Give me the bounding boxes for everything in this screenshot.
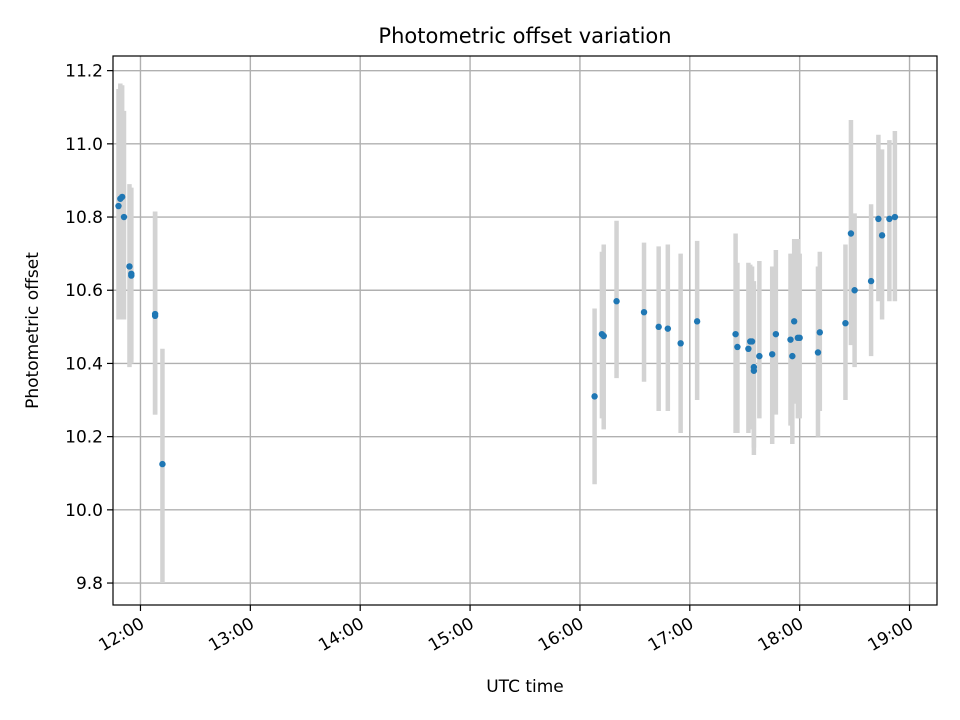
x-tick-label: 14:00 (315, 614, 367, 656)
data-point (790, 318, 798, 325)
data-point (600, 332, 607, 340)
data-point (118, 193, 126, 201)
data-point (732, 330, 739, 338)
data-point (891, 213, 899, 221)
x-tick-label: 15:00 (425, 614, 477, 656)
data-point (734, 343, 741, 351)
data-point (847, 230, 855, 237)
y-tick-label: 10.6 (65, 281, 103, 301)
data-point (787, 336, 794, 343)
data-point (851, 287, 858, 294)
data-point (748, 338, 756, 345)
data-point (867, 277, 875, 285)
data-point (120, 213, 128, 221)
y-tick-label: 10.4 (65, 354, 103, 374)
y-tick-label: 11.2 (65, 62, 103, 82)
plot-frame (112, 55, 938, 606)
x-tick-label: 18:00 (755, 614, 807, 656)
data-point (816, 329, 824, 336)
data-point (655, 323, 662, 331)
x-axis-label: UTC time (486, 677, 564, 697)
y-tick-label: 10.2 (65, 428, 103, 448)
data-point (772, 330, 780, 338)
data-point (769, 351, 776, 358)
data-point (151, 310, 159, 318)
x-tick-label: 12:00 (96, 614, 148, 656)
data-point (875, 215, 882, 223)
data-point (886, 215, 893, 223)
data-point (796, 334, 803, 342)
data-point (842, 319, 849, 327)
data-point (128, 272, 135, 279)
data-point (677, 340, 684, 347)
x-tick-label: 19:00 (865, 614, 917, 656)
data-point (159, 460, 166, 468)
chart-title: Photometric offset variation (378, 24, 671, 48)
y-tick-label: 10.0 (65, 501, 103, 521)
x-tick-label: 13:00 (205, 614, 257, 656)
grid (113, 56, 937, 605)
data-point (745, 345, 752, 352)
x-tick-label: 17:00 (645, 614, 697, 656)
data-point (591, 393, 598, 400)
data-point (814, 349, 822, 356)
data-point (640, 309, 648, 316)
data-point (664, 325, 672, 332)
data-points (115, 193, 899, 468)
data-point (789, 352, 796, 360)
y-tick-label: 9.8 (76, 574, 103, 594)
data-point (878, 232, 886, 239)
y-axis-label: Photometric offset (23, 252, 43, 409)
data-point (613, 298, 620, 305)
x-tick-label: 16:00 (535, 614, 587, 656)
y-tick-label: 11.0 (65, 135, 103, 155)
data-point (693, 318, 701, 325)
y-tick-label: 10.8 (65, 208, 103, 228)
data-point (756, 352, 763, 360)
data-point (750, 363, 758, 371)
data-point (115, 202, 122, 210)
data-point (126, 263, 133, 270)
